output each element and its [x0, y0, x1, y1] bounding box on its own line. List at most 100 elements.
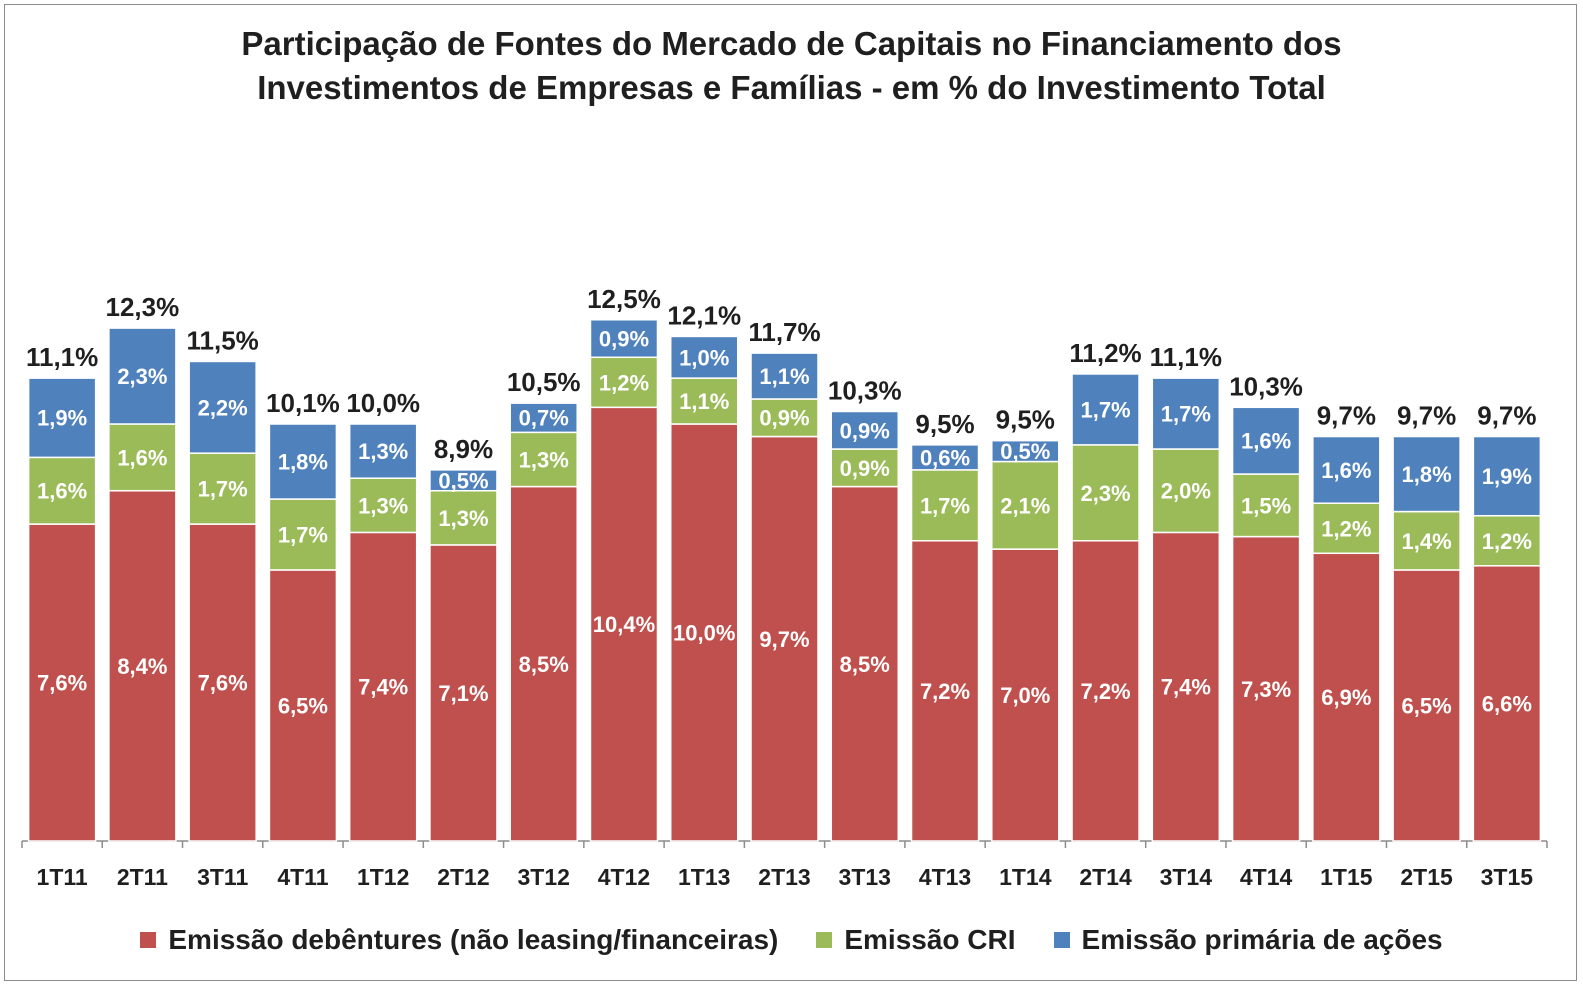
data-label-acoes: 2,2%	[198, 395, 248, 420]
bar-segment-cri	[991, 460, 1060, 550]
bar-segment-cri	[1312, 502, 1381, 555]
data-label-cri: 1,3%	[358, 493, 408, 518]
bar-segment-debentures	[830, 485, 900, 842]
data-label-debentures: 10,4%	[593, 612, 655, 637]
total-label: 11,5%	[187, 325, 259, 355]
data-label-cri: 2,3%	[1080, 481, 1130, 506]
chart-title: Participação de Fontes do Mercado de Cap…	[0, 22, 1583, 110]
data-label-acoes: 1,7%	[1080, 397, 1130, 422]
bar-segment-debentures	[1231, 535, 1301, 842]
bar-segment-cri	[1231, 473, 1301, 538]
x-tick-label: 3T15	[1481, 864, 1534, 890]
bar-segment-debentures	[348, 531, 418, 842]
chart-legend: Emissão debêntures (não leasing/financei…	[0, 918, 1583, 962]
total-label: 10,0%	[346, 388, 420, 418]
data-label-acoes: 1,0%	[679, 345, 729, 370]
x-tick-label: 2T14	[1079, 864, 1132, 890]
bar-segment-debentures	[750, 435, 819, 842]
total-label: 8,9%	[434, 434, 493, 464]
bar-segment-acoes	[910, 444, 980, 471]
bar-segment-acoes	[1231, 406, 1301, 475]
total-label: 9,7%	[1397, 401, 1456, 431]
data-label-cri: 1,2%	[1482, 529, 1532, 554]
data-label-acoes: 1,8%	[278, 450, 328, 475]
data-label-cri: 1,6%	[117, 445, 167, 470]
bar-segment-debentures	[27, 523, 97, 842]
data-label-debentures: 7,0%	[1000, 683, 1050, 708]
bar-segment-debentures	[589, 406, 659, 842]
bar-segment-acoes	[509, 402, 578, 434]
data-label-acoes: 1,1%	[759, 364, 809, 389]
data-label-acoes: 1,3%	[358, 439, 408, 464]
x-tick-label: 3T12	[517, 864, 569, 890]
x-tick-label: 3T14	[1160, 864, 1213, 890]
data-label-debentures: 7,3%	[1241, 677, 1291, 702]
bar-segment-debentures	[1472, 565, 1542, 842]
total-label: 10,3%	[828, 375, 902, 405]
legend-swatch-acoes	[1053, 932, 1070, 948]
data-label-cri: 1,7%	[198, 477, 248, 502]
legend-item-acoes: Emissão primária de ações	[1053, 924, 1443, 956]
x-tick-label: 3T11	[197, 864, 248, 890]
data-label-cri: 1,6%	[37, 479, 87, 504]
bar-segment-acoes	[669, 335, 739, 379]
x-tick-label: 4T11	[277, 864, 328, 890]
bar-segment-debentures	[1151, 531, 1221, 842]
total-label: 11,2%	[1069, 338, 1141, 368]
x-tick-label: 2T13	[758, 864, 810, 890]
x-tick-label: 1T11	[37, 864, 88, 890]
total-label: 10,1%	[266, 388, 340, 418]
data-label-acoes: 1,6%	[1241, 429, 1291, 454]
data-label-cri: 1,3%	[438, 506, 488, 531]
bar-segment-debentures	[429, 544, 498, 842]
data-label-cri: 1,1%	[679, 389, 729, 414]
legend-swatch-debentures	[140, 932, 157, 948]
bar-segment-acoes	[589, 319, 659, 359]
bar-segment-acoes	[1392, 435, 1461, 513]
bar-segment-cri	[188, 452, 257, 525]
legend-item-cri: Emissão CRI	[816, 924, 1016, 956]
x-tick-label: 2T12	[437, 864, 489, 890]
bar-segment-acoes	[27, 377, 97, 459]
data-label-debentures: 6,6%	[1482, 691, 1532, 716]
x-tick-label: 1T12	[357, 864, 409, 890]
x-tick-label: 1T15	[1320, 864, 1373, 890]
data-label-acoes: 1,6%	[1321, 458, 1371, 483]
data-label-cri: 0,9%	[840, 456, 890, 481]
data-label-debentures: 8,5%	[840, 652, 890, 677]
bar-segment-cri	[910, 469, 980, 542]
bar-segment-debentures	[1392, 569, 1461, 842]
legend-label-cri: Emissão CRI	[844, 924, 1016, 955]
data-label-debentures: 9,7%	[759, 627, 809, 652]
data-label-debentures: 7,2%	[1080, 679, 1130, 704]
bar-segment-cri	[509, 431, 578, 488]
total-label: 11,1%	[1150, 342, 1222, 372]
bar-segment-acoes	[830, 410, 900, 450]
bar-segment-cri	[1151, 448, 1221, 534]
data-label-debentures: 6,5%	[278, 693, 328, 718]
bar-segment-acoes	[108, 327, 177, 425]
data-label-debentures: 7,6%	[198, 671, 248, 696]
data-label-cri: 1,7%	[278, 523, 328, 548]
total-label: 9,7%	[1477, 401, 1536, 431]
bar-segment-debentures	[1071, 540, 1140, 842]
bar-segment-debentures	[268, 569, 338, 842]
data-label-debentures: 6,5%	[1402, 693, 1452, 718]
data-label-acoes: 1,8%	[1402, 462, 1452, 487]
bar-segment-acoes	[1312, 435, 1381, 504]
bar-segment-cri	[1472, 514, 1542, 567]
legend-label-debentures: Emissão debêntures (não leasing/financei…	[168, 924, 779, 955]
bar-segment-debentures	[188, 523, 257, 842]
total-label: 12,5%	[587, 284, 661, 314]
x-tick-label: 2T15	[1400, 864, 1453, 890]
legend-swatch-cri	[816, 932, 833, 948]
x-tick-label: 4T13	[919, 864, 971, 890]
total-label: 10,5%	[507, 367, 581, 397]
bar-segment-debentures	[1312, 552, 1381, 842]
bar-segment-cri	[348, 477, 418, 534]
bar-segment-cri	[1071, 444, 1140, 542]
bar-segment-acoes	[1071, 373, 1140, 446]
legend-label-acoes: Emissão primária de ações	[1081, 924, 1443, 955]
bar-segment-acoes	[188, 360, 257, 454]
data-label-debentures: 7,4%	[358, 675, 408, 700]
